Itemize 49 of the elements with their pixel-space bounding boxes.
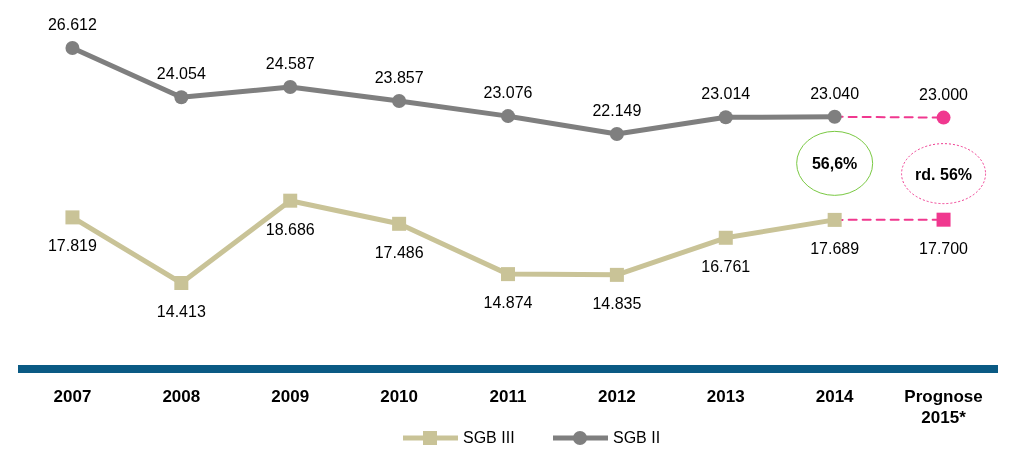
data-label: 14.835: [592, 294, 642, 312]
point: [65, 210, 80, 225]
point: [174, 276, 189, 290]
annotation: 56,6%: [811, 155, 858, 173]
data-label: 16.761: [701, 257, 751, 275]
point: [392, 94, 407, 109]
point: [718, 230, 733, 245]
x-tick-label: 2013: [706, 387, 745, 406]
point: [936, 212, 951, 227]
point: [718, 110, 733, 125]
data-label: 23.040: [810, 84, 860, 102]
x-tick-label: 2009: [271, 387, 310, 406]
point: [936, 110, 951, 125]
data-label: 14.874: [483, 294, 533, 312]
data-label: 24.054: [156, 65, 206, 83]
point: [392, 216, 407, 231]
point: [283, 80, 298, 95]
data-label: 17.689: [810, 239, 860, 257]
point: [827, 212, 842, 227]
point: [609, 267, 624, 282]
legend-label: SGB II: [613, 429, 661, 446]
data-label: 26.612: [47, 16, 98, 33]
point: [174, 90, 189, 105]
legend-label: SGB III: [463, 429, 515, 446]
data-label: 17.700: [919, 239, 969, 257]
data-label: 23.076: [483, 84, 533, 102]
x-tick-label: 2008: [162, 387, 201, 406]
data-label: 14.413: [156, 303, 206, 320]
data-label: 18.686: [265, 220, 315, 238]
data-label: 24.587: [265, 55, 315, 73]
data-label: 22.149: [592, 101, 642, 119]
data-label: 17.486: [374, 243, 424, 261]
x-tick-label: 2010: [380, 387, 419, 406]
data-label: 23.000: [919, 85, 969, 103]
point: [609, 126, 624, 141]
point: [827, 109, 842, 124]
point: [501, 109, 515, 124]
point: [65, 41, 80, 55]
x-tick-label: 2007: [53, 387, 92, 406]
annotation: rd. 56%: [915, 165, 973, 183]
point: [501, 267, 515, 282]
x-tick-label: 2011: [489, 387, 527, 406]
data-label: 23.014: [701, 85, 751, 103]
data-label: 17.819: [47, 237, 98, 255]
point: [283, 193, 298, 208]
data-label: 23.857: [374, 69, 424, 87]
x-tick-label: 2012: [597, 387, 636, 406]
x-tick-label: 2014: [815, 387, 855, 406]
x-tick-label: Prognose 2015*: [904, 387, 983, 427]
